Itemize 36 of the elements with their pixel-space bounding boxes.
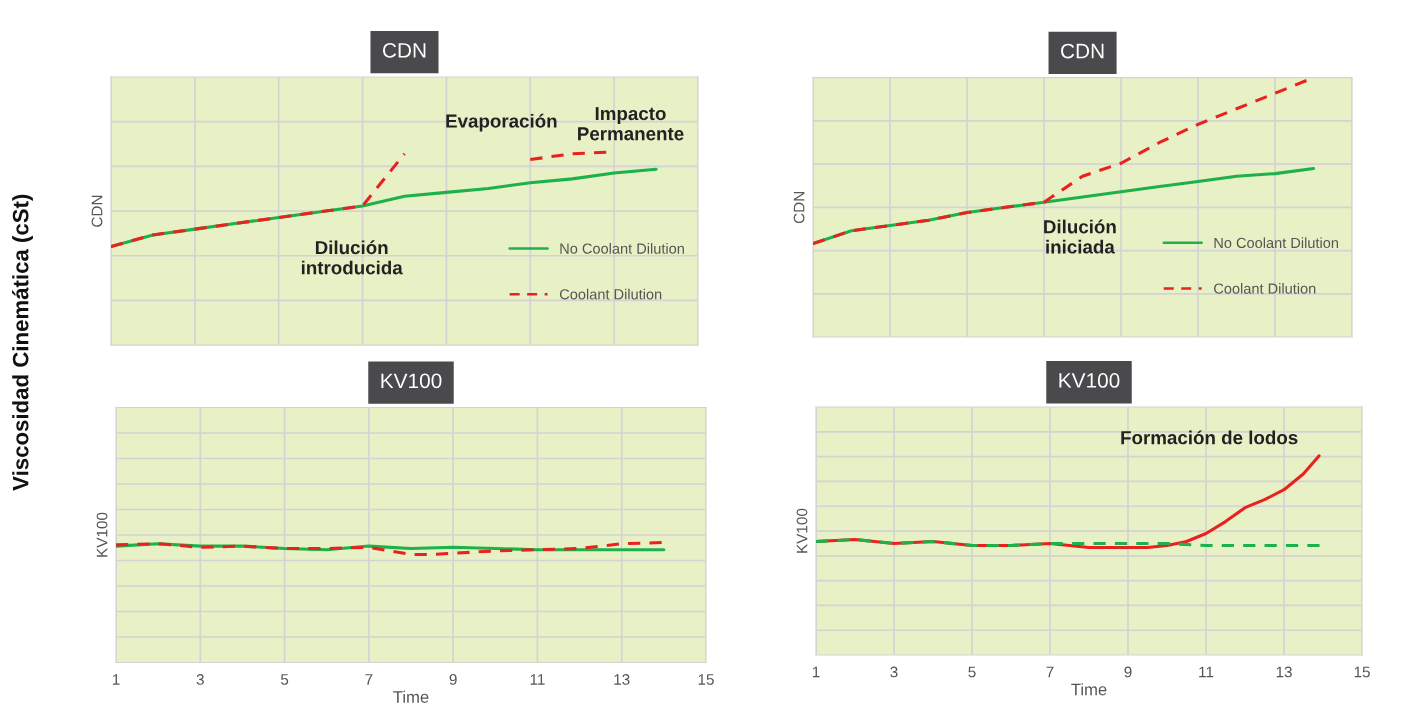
x-tick-label: 11 [1199,666,1214,678]
y-axis-title: CDN [793,192,805,224]
x-tick-label: 13 [614,674,630,685]
legend-label: No Coolant Dilution [560,243,684,254]
text: Impacto Permanente [578,107,684,141]
x-tick-label: 1 [112,674,120,685]
text: Viscosidad Cinemática (cSt) [11,194,33,491]
y-axis-title: CDN [91,195,103,227]
x-tick-label: 3 [196,674,204,685]
legend-label: No Coolant Dilution [1214,237,1339,249]
text: Formación de lodos [1121,430,1298,445]
y-axis-title: KV100 [96,512,108,557]
x-tick-label: 15 [698,674,714,685]
x-axis-title: Time [1071,683,1107,696]
chart-title: KV100 [1059,373,1120,388]
x-tick-label: 5 [968,666,976,678]
chart-title: CDN [1061,43,1104,59]
annotation: Dilución iniciada [1044,219,1116,254]
x-axis-title: Time [393,690,429,703]
text: Evaporación [446,113,557,132]
x-tick-label: 5 [280,674,289,685]
x-tick-label: 7 [1046,666,1054,678]
x-tick-label: 3 [890,666,898,678]
y-axis-title: KV100 [796,508,808,553]
x-tick-label: 13 [1276,666,1292,678]
chart-title: KV100 [381,373,442,389]
chart-title: CDN [382,43,426,58]
legend-label: Coolant Dilution [1214,283,1316,294]
x-tick-label: 11 [530,674,545,685]
x-tick-label: 9 [449,674,457,685]
legend-label: Coolant Dilution [559,288,662,300]
annotation: Dilución introducida [301,240,403,275]
x-tick-label: 7 [365,674,373,685]
x-tick-label: 15 [1354,666,1370,678]
x-tick-label: 9 [1124,666,1132,678]
x-tick-label: 1 [812,666,820,678]
